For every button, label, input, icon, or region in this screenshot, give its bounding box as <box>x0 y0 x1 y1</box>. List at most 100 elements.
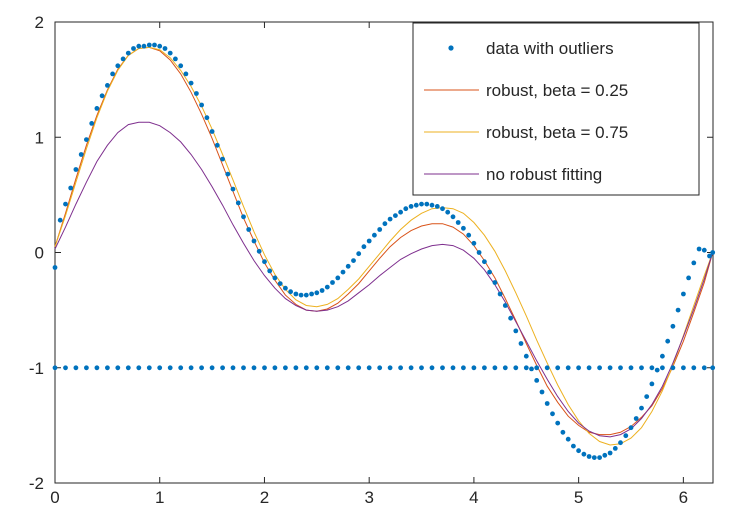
data-point <box>597 455 602 460</box>
data-point <box>199 102 205 108</box>
data-point <box>272 275 278 281</box>
data-point <box>230 186 236 192</box>
data-point <box>440 206 445 212</box>
x-tick-label: 2 <box>260 488 269 507</box>
data-point <box>356 251 362 257</box>
series-line-2 <box>54 46 714 446</box>
data-point <box>167 365 173 371</box>
data-point <box>73 167 79 172</box>
data-point <box>356 365 362 371</box>
data-point <box>68 185 74 191</box>
data-point <box>136 365 142 371</box>
data-point <box>146 365 152 371</box>
data-point <box>146 42 152 48</box>
data-point <box>125 50 131 56</box>
data-point <box>681 365 686 371</box>
data-point <box>691 365 697 371</box>
data-point <box>639 365 644 371</box>
data-point <box>518 341 524 346</box>
data-point <box>366 238 372 244</box>
data-point <box>84 365 89 371</box>
data-point <box>707 253 712 259</box>
data-point <box>492 280 498 285</box>
data-point <box>565 436 571 442</box>
data-point <box>84 137 89 143</box>
x-tick-label: 3 <box>364 488 373 507</box>
data-point <box>393 213 398 219</box>
data-point <box>597 365 602 371</box>
data-point <box>372 232 377 238</box>
data-point <box>377 227 383 232</box>
data-point <box>576 448 581 454</box>
x-tick-label: 1 <box>155 488 164 507</box>
data-point <box>303 292 309 298</box>
legend-label-3: no robust fitting <box>486 165 602 184</box>
data-point <box>701 247 707 253</box>
data-point <box>471 365 477 371</box>
data-point <box>502 303 508 308</box>
data-point <box>523 353 529 359</box>
data-point <box>639 405 644 411</box>
legend-label-2: robust, beta = 0.75 <box>486 123 628 142</box>
data-point <box>565 365 571 371</box>
y-tick-label: 0 <box>35 244 44 263</box>
data-point <box>230 365 236 371</box>
data-point <box>701 365 707 371</box>
data-point <box>513 365 519 371</box>
series-line-1 <box>54 46 714 436</box>
data-point <box>413 202 419 208</box>
data-point <box>502 365 508 371</box>
data-point <box>675 307 681 313</box>
data-point <box>476 250 482 255</box>
data-point <box>73 365 79 371</box>
data-point <box>209 365 215 371</box>
data-point <box>293 365 299 371</box>
data-point <box>440 365 445 371</box>
data-point <box>241 214 246 220</box>
data-point <box>581 451 587 457</box>
data-point <box>157 365 163 371</box>
data-point <box>377 365 383 371</box>
x-tick-label: 5 <box>574 488 583 507</box>
data-point <box>220 365 226 371</box>
data-point <box>398 365 403 371</box>
data-point <box>461 225 466 231</box>
y-tick-label: 2 <box>35 13 44 32</box>
x-tick-label: 4 <box>469 488 478 507</box>
data-point <box>612 446 618 451</box>
data-point <box>63 365 68 371</box>
data-point <box>419 201 424 207</box>
data-point <box>424 201 430 207</box>
data-point <box>445 209 451 215</box>
data-point <box>330 280 335 285</box>
data-point <box>710 250 716 255</box>
data-point <box>628 365 634 371</box>
data-point <box>387 216 393 222</box>
data-point <box>403 206 409 212</box>
data-point <box>225 171 231 177</box>
data-point <box>429 365 435 371</box>
data-point <box>335 365 341 371</box>
data-point <box>298 292 304 298</box>
data-point <box>115 365 121 371</box>
data-point <box>649 365 655 371</box>
legend-label-0: data with outliers <box>486 39 614 58</box>
data-point <box>398 209 403 215</box>
data-point <box>188 365 194 371</box>
data-point <box>178 63 184 69</box>
data-point <box>115 63 121 69</box>
data-point <box>633 416 639 421</box>
data-point <box>508 315 513 321</box>
data-point <box>382 221 388 227</box>
data-point <box>471 240 477 246</box>
data-point <box>555 365 561 371</box>
data-point <box>256 248 262 254</box>
data-point <box>57 217 63 223</box>
data-point <box>529 366 534 372</box>
data-point <box>513 328 519 334</box>
data-point <box>660 365 665 371</box>
data-point <box>136 43 142 49</box>
data-point <box>345 365 351 371</box>
data-point <box>602 452 608 458</box>
